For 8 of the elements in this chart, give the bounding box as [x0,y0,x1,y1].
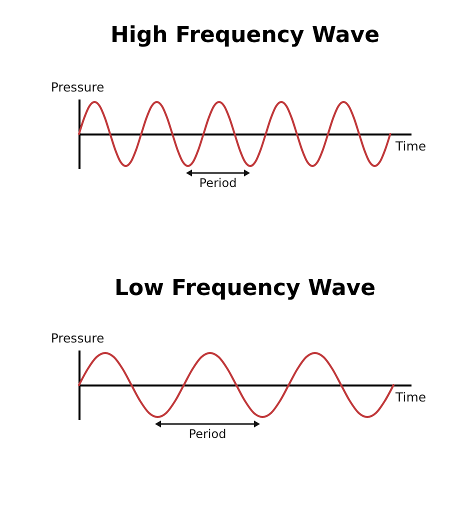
y-axis-title: Pressure [50,330,104,346]
chart-title: High Frequency Wave [110,23,380,48]
x-axis-title: Time [394,390,426,404]
text: Period [199,176,237,190]
x-axis-title: Time [394,138,426,154]
text: Period [188,427,226,441]
chart-title: Low Frequency Wave [114,276,376,301]
y-axis-title: Pressure [50,80,104,94]
